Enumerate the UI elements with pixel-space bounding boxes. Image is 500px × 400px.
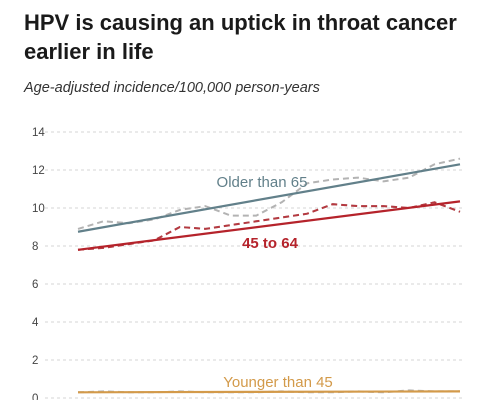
chart-subtitle: Age-adjusted incidence/100,000 person-ye… — [24, 80, 320, 96]
series-group — [77, 157, 461, 394]
y-axis-ticks: 0 2 4 6 8 10 12 14 — [32, 127, 45, 400]
series-labels: Older than 65 45 to 64 Younger than 45 — [217, 174, 333, 391]
y-tick-label: 8 — [32, 241, 38, 253]
y-tick-label: 6 — [32, 279, 38, 291]
series-label-0: Older than 65 — [217, 174, 308, 191]
chart-title: HPV is causing an uptick in throat cance… — [24, 10, 457, 64]
observed-line-0 — [77, 157, 461, 230]
trend-line-1 — [77, 200, 461, 251]
series-label-1: 45 to 64 — [242, 235, 299, 252]
grid — [45, 131, 462, 399]
y-tick-label: 4 — [32, 317, 39, 329]
series-label-2: Younger than 45 — [223, 374, 333, 391]
y-tick-label: 2 — [32, 355, 38, 367]
trend-line-0 — [77, 163, 461, 233]
y-tick-label: 0 — [32, 393, 38, 400]
y-tick-label: 10 — [32, 203, 45, 215]
y-tick-label: 14 — [32, 127, 45, 139]
y-tick-label: 12 — [32, 165, 45, 177]
trend-line-2 — [77, 390, 461, 394]
